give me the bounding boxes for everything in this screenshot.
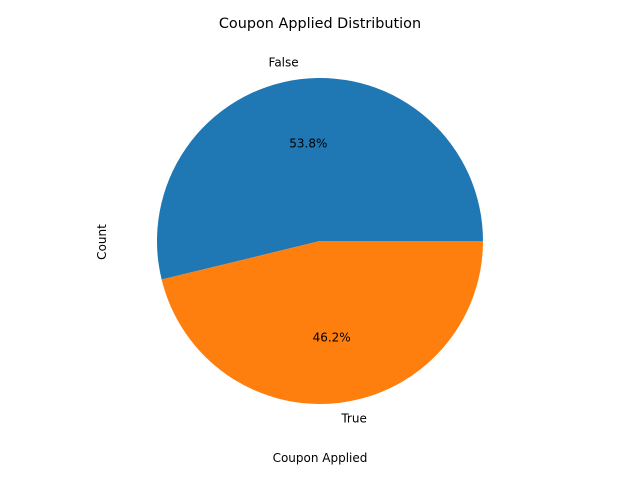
x-axis-label: Coupon Applied	[273, 451, 368, 465]
pie-slice-true	[161, 241, 483, 404]
percent-label-true: 46.2%	[313, 331, 351, 345]
percent-labels: 53.8% 46.2%	[289, 136, 350, 344]
percent-label-false: 53.8%	[289, 136, 327, 150]
chart-title: Coupon Applied Distribution	[219, 16, 421, 32]
pie-slices	[157, 77, 484, 404]
pie-slice-false	[157, 77, 484, 280]
y-axis-label: Count	[95, 224, 109, 260]
slice-label-true: True	[340, 412, 367, 426]
slice-label-false: False	[269, 55, 299, 69]
slice-labels: False True	[269, 55, 367, 425]
